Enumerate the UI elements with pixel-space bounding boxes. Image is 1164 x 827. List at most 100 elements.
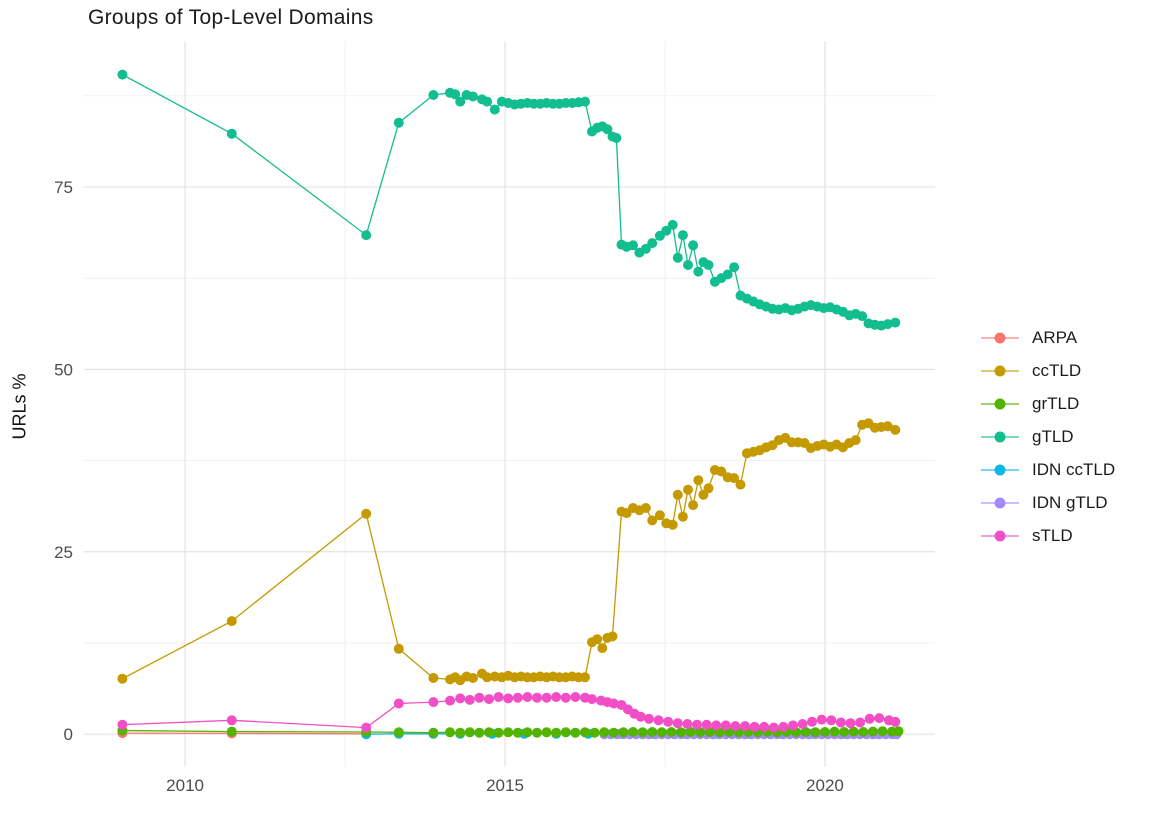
data-point — [874, 713, 885, 724]
y-tick-label: 0 — [64, 725, 73, 744]
legend-label: IDN gTLD — [1032, 492, 1108, 512]
data-point — [807, 716, 818, 727]
data-point — [857, 311, 868, 322]
legend-item-arpa: ARPA — [980, 321, 1115, 354]
data-point — [522, 727, 533, 738]
legend-key-icon — [981, 332, 1019, 343]
data-point — [656, 727, 667, 738]
x-tick-label: 2015 — [486, 776, 524, 795]
data-point — [672, 718, 683, 729]
legend-item-gtld: gTLD — [980, 420, 1115, 453]
data-point — [848, 726, 859, 737]
data-point — [455, 693, 466, 704]
data-point — [810, 727, 821, 738]
data-point — [716, 466, 727, 477]
legend-key-icon — [981, 398, 1019, 409]
legend-key-dot — [994, 431, 1006, 442]
series-stld — [117, 692, 901, 733]
data-point — [720, 720, 731, 731]
data-point — [855, 717, 866, 728]
data-point — [730, 721, 741, 732]
data-point — [361, 230, 372, 241]
data-point — [628, 727, 638, 737]
legend-item-idn-cctld: IDN ccTLD — [980, 453, 1115, 486]
legend-item-stld: sTLD — [980, 519, 1115, 552]
y-tick-label: 25 — [54, 543, 73, 562]
data-point — [560, 692, 571, 703]
legend-key-icon — [981, 365, 1019, 376]
data-point — [117, 719, 128, 730]
data-point — [226, 616, 237, 627]
data-point — [493, 692, 504, 702]
data-point — [703, 260, 714, 270]
series-gtld — [117, 69, 901, 331]
chart-title: Groups of Top-Level Domains — [88, 6, 374, 29]
data-point — [845, 718, 856, 729]
data-point — [740, 721, 750, 732]
data-point — [667, 219, 678, 230]
data-point — [816, 714, 827, 725]
data-point — [688, 500, 699, 511]
data-point — [819, 727, 830, 737]
data-point — [541, 692, 552, 703]
data-point — [570, 727, 581, 738]
data-point — [729, 262, 740, 273]
data-point — [711, 720, 722, 731]
data-point — [672, 252, 683, 263]
data-point — [393, 643, 404, 654]
data-point — [877, 726, 888, 737]
data-point — [829, 726, 840, 737]
data-point — [455, 727, 466, 738]
data-point — [226, 726, 237, 737]
data-point — [468, 673, 478, 683]
data-point — [428, 727, 439, 738]
data-point — [570, 692, 581, 702]
data-point — [692, 719, 702, 730]
x-tick-label: 2010 — [166, 776, 204, 795]
data-point — [560, 727, 571, 738]
x-tick-label: 2020 — [806, 776, 844, 795]
data-point — [677, 230, 688, 241]
data-point — [893, 726, 904, 737]
data-point — [489, 104, 500, 115]
data-point — [640, 243, 651, 254]
legend-key-dot — [994, 530, 1006, 541]
data-point — [587, 694, 597, 705]
data-point — [611, 133, 622, 143]
legend-key-icon — [981, 530, 1019, 541]
data-point — [635, 711, 646, 722]
data-point — [647, 515, 658, 526]
data-point — [445, 695, 455, 706]
data-point — [618, 727, 629, 738]
data-point — [580, 672, 590, 683]
data-point — [637, 727, 648, 738]
data-point — [839, 727, 850, 737]
data-point — [778, 721, 789, 732]
legend-key-icon — [981, 431, 1019, 442]
data-point — [661, 225, 672, 236]
data-point — [551, 727, 562, 738]
legend-label: grTLD — [1032, 393, 1080, 413]
series-cctld — [117, 418, 901, 686]
data-point — [685, 727, 696, 737]
data-point — [484, 694, 494, 705]
data-point — [867, 726, 878, 737]
data-point — [428, 673, 439, 683]
data-point — [890, 317, 901, 328]
series-line — [122, 732, 367, 735]
data-point — [800, 727, 811, 737]
data-point — [482, 96, 493, 107]
data-point — [850, 435, 861, 446]
data-point — [393, 117, 404, 128]
data-point — [468, 91, 478, 102]
data-point — [445, 727, 455, 738]
legend-key-dot — [994, 365, 1006, 376]
data-point — [676, 727, 686, 738]
data-point — [890, 424, 901, 435]
data-point — [608, 727, 619, 738]
data-point — [663, 716, 674, 727]
data-point — [226, 128, 237, 139]
data-point — [503, 693, 514, 704]
data-point — [393, 727, 404, 738]
